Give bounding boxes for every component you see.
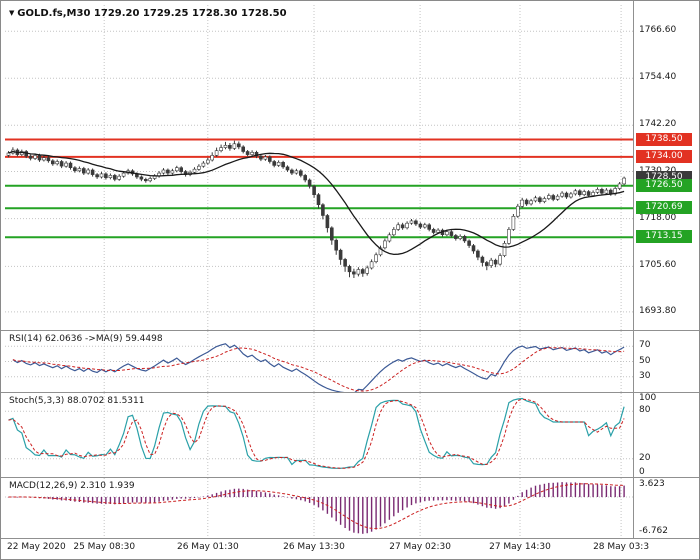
price-badge-support: 1726.50 bbox=[636, 178, 692, 192]
symbol-marker-icon: ▼ bbox=[9, 9, 15, 17]
rsi-axis-label: 30 bbox=[639, 370, 651, 381]
price-axis-label: 1754.40 bbox=[639, 72, 677, 83]
price-axis-label: 1730.20 bbox=[639, 166, 676, 177]
macd-label: MACD(12,26,9) 2.310 1.939 bbox=[9, 481, 135, 491]
price-axis-label: 1766.60 bbox=[639, 25, 677, 36]
price-axis-label: 1742.20 bbox=[639, 119, 677, 130]
panel-divider[interactable] bbox=[1, 477, 699, 478]
stoch-axis-label: 80 bbox=[639, 405, 651, 416]
time-axis-label: 27 May 02:30 bbox=[389, 542, 451, 552]
chart-title-text: GOLD.fs,M30 1729.20 1729.25 1728.30 1728… bbox=[17, 8, 287, 19]
macd-axis[interactable]: 3.623 -6.762 bbox=[634, 478, 699, 538]
macd-axis-max: 3.623 bbox=[639, 479, 665, 489]
price-axis-label: 1705.60 bbox=[639, 260, 677, 271]
panel-divider bbox=[1, 538, 699, 539]
time-axis-label: 28 May 03:3 bbox=[593, 542, 650, 552]
axis-divider bbox=[633, 1, 634, 538]
price-axis[interactable]: 1766.60 1754.40 1742.20 1730.20 1718.00 1705.… bbox=[634, 5, 699, 330]
panel-divider[interactable] bbox=[1, 392, 699, 393]
price-badge-support: 1720.69 bbox=[636, 201, 692, 215]
price-badge-resistance: 1734.00 bbox=[636, 149, 692, 163]
time-axis-label: 27 May 14:30 bbox=[489, 542, 551, 552]
price-chart-area[interactable] bbox=[5, 5, 633, 330]
rsi-axis-label: 50 bbox=[639, 355, 651, 366]
chart-title: ▼ GOLD.fs,M30 1729.20 1729.25 1728.30 17… bbox=[9, 8, 287, 19]
rsi-axis-label: 70 bbox=[639, 340, 651, 351]
time-axis-label: 22 May 2020 bbox=[7, 542, 66, 552]
stochastic-axis[interactable]: 100 80 20 0 bbox=[634, 393, 699, 477]
macd-panel[interactable] bbox=[5, 478, 633, 538]
stoch-axis-label: 0 bbox=[639, 467, 645, 477]
rsi-panel[interactable] bbox=[5, 331, 633, 392]
rsi-label: RSI(14) 62.0636 ->MA(9) 59.4498 bbox=[9, 334, 163, 344]
price-axis-label: 1718.00 bbox=[639, 212, 677, 223]
rsi-axis[interactable]: 70 50 30 bbox=[634, 331, 699, 392]
time-axis-label: 26 May 13:30 bbox=[283, 542, 345, 552]
price-axis-label: 1693.80 bbox=[639, 305, 677, 316]
stochastic-panel[interactable] bbox=[5, 393, 633, 477]
time-axis-label: 26 May 01:30 bbox=[176, 542, 239, 552]
stoch-axis-label: 100 bbox=[639, 393, 657, 403]
time-axis-label: 25 May 08:30 bbox=[73, 542, 136, 552]
macd-axis-min: -6.762 bbox=[639, 526, 669, 536]
stoch-axis-label: 20 bbox=[639, 452, 651, 463]
price-badge-resistance: 1738.50 bbox=[636, 132, 692, 146]
panel-divider bbox=[1, 330, 699, 331]
stochastic-label: Stoch(5,3,3) 88.0702 81.5311 bbox=[9, 396, 145, 406]
price-badge-support: 1713.15 bbox=[636, 230, 692, 244]
time-axis[interactable]: 22 May 2020 25 May 08:30 26 May 01:30 26 Ma… bbox=[5, 539, 697, 559]
